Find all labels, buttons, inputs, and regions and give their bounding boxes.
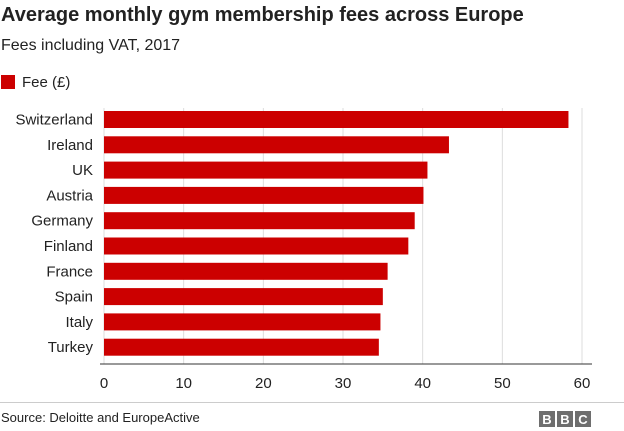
bbc-logo-letter: B [539,411,555,427]
bbc-logo-letter: B [557,411,573,427]
bar [104,288,383,306]
legend-swatch [1,75,15,89]
source-note: Source: Deloitte and EuropeActive [1,410,200,425]
chart-subtitle: Fees including VAT, 2017 [1,37,181,54]
bbc-logo: B B C [539,411,591,427]
legend: Fee (£) [1,73,71,91]
bar [104,237,409,255]
bar [104,111,569,128]
y-tick-label: Switzerland [15,112,93,129]
x-tick-label: 10 [175,375,192,392]
x-tick-label: 60 [574,375,591,392]
bar [104,338,379,356]
y-tick-label: Turkey [48,339,94,356]
y-tick-label: UK [72,162,93,179]
chart-title: Average monthly gym membership fees acro… [1,4,524,26]
bbc-logo-letter: C [575,411,591,427]
bar [104,186,424,204]
bar [104,212,415,230]
bar [104,262,388,280]
x-tick-label: 50 [494,375,511,392]
bar [104,313,381,331]
legend-label: Fee (£) [22,73,71,91]
footer-divider [0,402,624,403]
bar-chart: 0 10 20 30 40 50 60 Switzerland Ireland UK Austria… [15,108,592,392]
y-tick-label: Ireland [47,137,93,154]
x-tick-label: 0 [100,375,108,392]
y-tick-label: Austria [46,187,93,204]
y-tick-label: Italy [65,314,93,331]
y-tick-label: Finland [44,238,93,255]
y-tick-label: Germany [31,213,93,230]
x-tick-label: 40 [414,375,431,392]
y-tick-label: France [46,263,93,280]
bar [104,161,428,179]
bar [104,136,449,154]
x-tick-label: 30 [335,375,352,392]
y-tick-label: Spain [55,289,93,306]
x-tick-label: 20 [255,375,272,392]
